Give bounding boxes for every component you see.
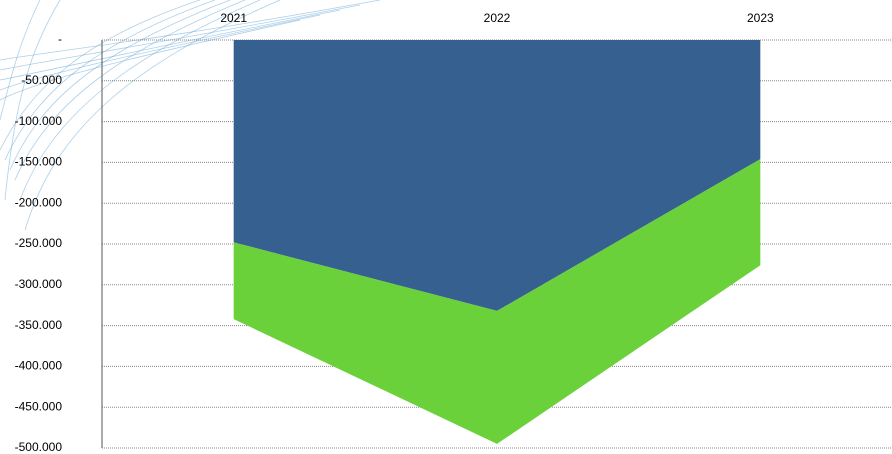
x-tick-label: 2022 xyxy=(484,11,511,25)
y-tick-label: -450.000 xyxy=(15,399,63,413)
x-tick-label: 2023 xyxy=(747,11,774,25)
y-tick-label: -300.000 xyxy=(15,277,63,291)
x-tick-label: 2021 xyxy=(220,11,247,25)
area xyxy=(233,40,761,311)
y-tick-label: - xyxy=(58,32,62,46)
y-tick-label: -250.000 xyxy=(15,236,63,250)
y-tick-label: -200.000 xyxy=(15,195,63,209)
background-decoration xyxy=(0,0,381,231)
y-tick-label: -150.000 xyxy=(15,155,63,169)
y-tick-label: -350.000 xyxy=(15,318,63,332)
y-tick-label: -500.000 xyxy=(15,440,63,454)
area xyxy=(233,159,761,444)
y-tick-label: -100.000 xyxy=(15,114,63,128)
y-tick-label: -50.000 xyxy=(21,73,62,87)
y-tick-label: -400.000 xyxy=(15,359,63,373)
